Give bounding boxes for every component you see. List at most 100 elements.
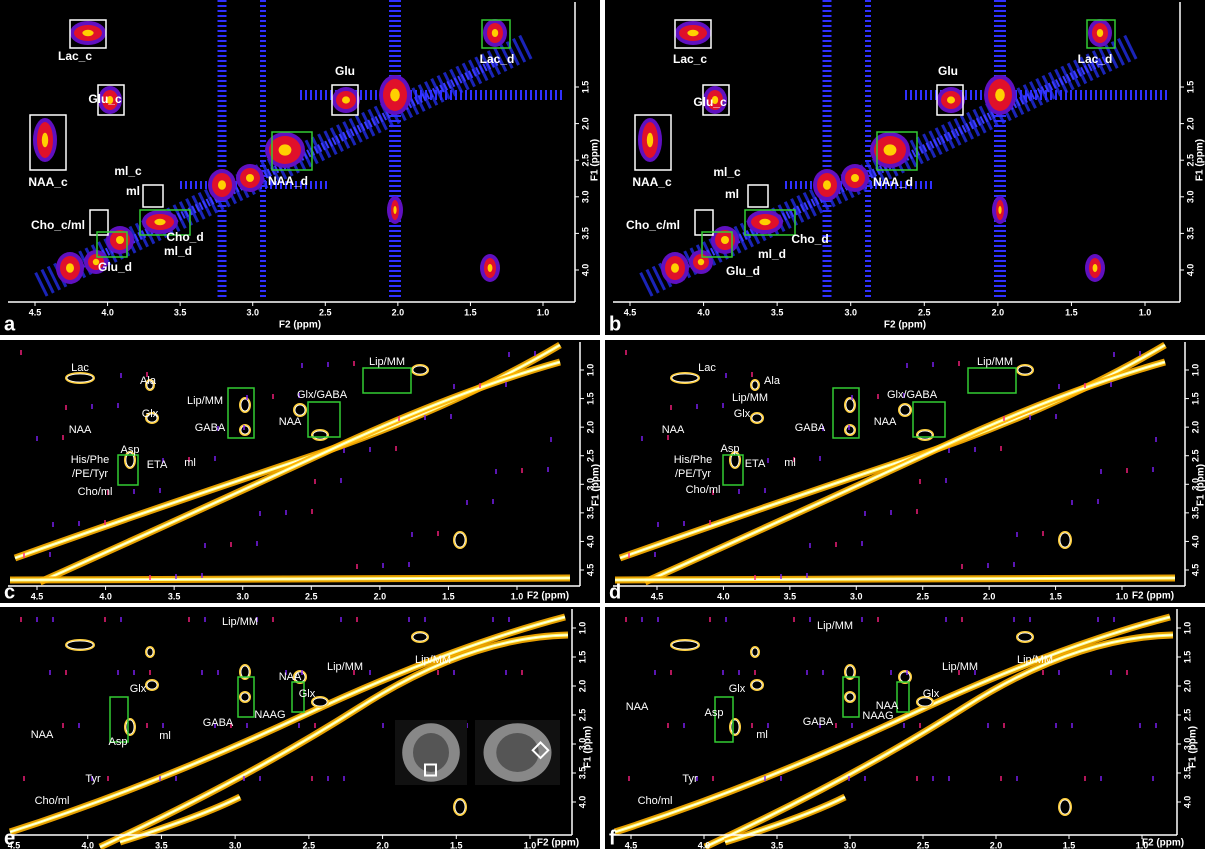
noise [1013,617,1015,622]
peak-label: Tyr [85,773,101,785]
peak-label: Asp [121,444,140,456]
x-tick-label: 2.0 [992,307,1005,317]
noise [725,373,727,378]
noise [1100,469,1102,474]
peak [145,412,159,424]
peak [453,531,467,549]
y-tick-label: 1.0 [1182,622,1192,635]
x-tick-label: 1.0 [537,307,550,317]
noise [395,446,397,451]
noise [987,723,989,728]
peak [412,632,428,642]
noise [285,670,287,675]
noise [1016,532,1018,537]
x-tick-label: 4.5 [31,591,44,601]
peak [687,29,699,37]
x-tick-label: 1.5 [1063,840,1076,849]
noise [521,670,523,675]
peak-label: NAA [876,700,899,712]
panel-letter: a [4,313,16,335]
noise [848,776,850,781]
y-tick-label: 3.0 [577,738,587,751]
region-box [139,209,191,236]
noise [1071,723,1073,728]
y-tick-label: 2.0 [1185,117,1195,130]
x-axis-label: F2 (ppm) [527,591,569,602]
noise [408,562,410,567]
noise [738,670,740,675]
peak [916,429,934,441]
noise [903,723,905,728]
panel-letter: c [4,581,15,603]
noise [91,776,93,781]
y-axis-label: F1 (ppm) [1196,464,1205,506]
peak [145,679,159,691]
peak-label: ml_d [758,247,786,261]
peak-label: Glu [335,64,355,78]
noise [1152,776,1154,781]
spectrum [9,341,571,586]
y-tick-label: 1.0 [1190,364,1200,377]
y-tick-label: 1.5 [577,651,587,664]
peak [845,665,855,679]
noise [864,776,866,781]
peak-label: ml_c [114,164,142,178]
peak [823,180,831,190]
noise [382,563,384,568]
y-tick-label: 2.0 [585,421,595,434]
peak [278,144,292,156]
region-box [1086,19,1116,49]
noise [505,382,507,387]
noise [259,776,261,781]
peak [998,206,1002,214]
noise [91,404,93,409]
peak [1059,799,1071,815]
peak [917,430,933,440]
region-box [291,681,305,713]
x-tick-label: 4.0 [717,591,730,601]
noise [311,509,313,514]
noise [246,723,248,728]
noise [204,543,206,548]
peak [729,451,741,469]
noise [819,456,821,461]
peak [116,236,124,244]
peak [1059,532,1071,548]
peak [845,398,855,412]
x-tick-label: 2.5 [917,840,930,849]
noise [945,617,947,622]
noise [107,776,109,781]
peak-label: His/Phe [71,454,110,466]
noise [547,467,549,472]
noise [62,435,64,440]
noise [146,723,148,728]
noise [272,617,274,622]
peak-label: Lip/MM [187,395,223,407]
noise [353,361,355,366]
noise [754,670,756,675]
y-tick-label: 2.0 [1182,680,1192,693]
peak [124,451,136,469]
peak [293,403,307,417]
y-tick-label: 2.5 [577,709,587,722]
noise [356,617,358,622]
peak [65,372,95,384]
y-axis-label: F1 (ppm) [1195,139,1205,181]
x-tick-label: 2.5 [305,591,318,601]
noise [793,617,795,622]
y-axis-label: F1 (ppm) [583,726,594,768]
peak-label: Ala [140,375,157,387]
peak-label: Cho_d [791,232,828,246]
noise [861,541,863,546]
noise [767,458,769,463]
peak-label: Lip/MM [1017,654,1053,666]
peak-label: Lip/MM [222,616,258,628]
noise [301,363,303,368]
peak [66,373,94,383]
noise [466,500,468,505]
peak-label: Asp [705,707,724,719]
peak-label: Lac [698,362,716,374]
x-tick-label: 3.5 [771,307,784,317]
y-tick-label: 1.0 [585,364,595,377]
noise [764,488,766,493]
